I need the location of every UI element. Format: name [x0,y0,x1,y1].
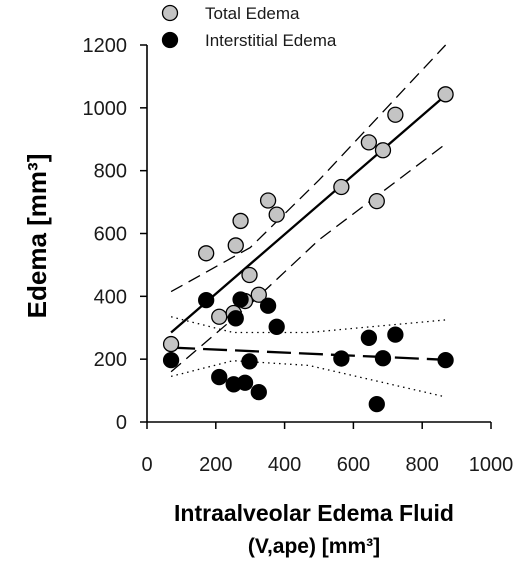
interstitial-edema-point [360,329,378,346]
ci-upper-line [170,44,447,293]
interstitial-edema-point [232,291,249,308]
total-edema-point [333,178,350,196]
total-edema-point [227,237,244,254]
x-tick-label: 200 [199,454,232,476]
total-edema-point [387,106,404,123]
regression-line [170,94,447,334]
y-tick-label: 800 [94,161,127,183]
interstitial-edema-point [227,310,244,327]
legend-marker-total-edema [161,4,179,22]
interstitial-edema-point [250,384,267,401]
y-tick-label: 1000 [83,98,128,120]
y-tick-label: 600 [94,224,127,246]
interstitial-edema-point [333,350,350,367]
y-tick-label: 400 [94,286,127,308]
interstitial-edema-point [211,368,228,386]
y-tick-label: 0 [116,412,127,434]
total-edema-point [360,134,378,151]
legend-label-total-edema: Total Edema [205,4,300,23]
total-edema-point [374,142,392,159]
total-edema-point [268,206,285,223]
interstitial-edema-point [236,374,254,391]
interstitial-edema-point [268,318,285,335]
x-tick-label: 400 [268,454,301,476]
confidence-bands [170,44,447,398]
y-axis-title: Edema [mm³] [22,154,52,319]
total-edema-point [250,286,267,303]
y-tick-label: 1200 [83,35,128,57]
total-edema-point [198,245,215,262]
total-edema-point [368,192,385,210]
x-axis-title: Intraalveolar Edema Fluid [174,500,454,526]
data-points [162,86,454,413]
total-edema-point [259,192,277,209]
interstitial-edema-point [162,351,180,369]
legend: Total Edema Interstitial Edema [161,4,337,50]
interstitial-edema-point [259,297,277,314]
y-tick-label: 200 [94,349,127,371]
total-edema-point [241,266,258,284]
legend-label-interstitial-edema: Interstitial Edema [205,31,337,50]
total-edema-point [162,335,180,353]
interstitial-edema-point [198,291,215,309]
axes [140,44,492,429]
x-tick-label: 600 [337,454,370,476]
interstitial-edema-point [374,350,392,367]
total-edema-point [211,308,228,325]
total-edema-point [437,86,454,103]
ci-lower-line [170,143,446,373]
total-edema-point [232,212,249,230]
legend-marker-interstitial-edema [161,31,179,49]
ci-lower-line [170,360,446,398]
regression-line [171,346,446,361]
x-tick-label: 0 [141,454,152,476]
interstitial-edema-point [368,395,385,413]
x-axis-title-line2: (V,ape) [mm³] [248,535,380,558]
interstitial-edema-point [437,351,454,369]
interstitial-edema-point [387,326,404,343]
tick-labels: 0 200 400 600 800 1000 0 200 400 600 800 1000 1200 [83,35,514,476]
x-tick-label: 800 [406,454,439,476]
interstitial-edema-point [241,353,258,370]
regression-lines [170,94,447,361]
x-tick-label: 1000 [469,454,514,476]
